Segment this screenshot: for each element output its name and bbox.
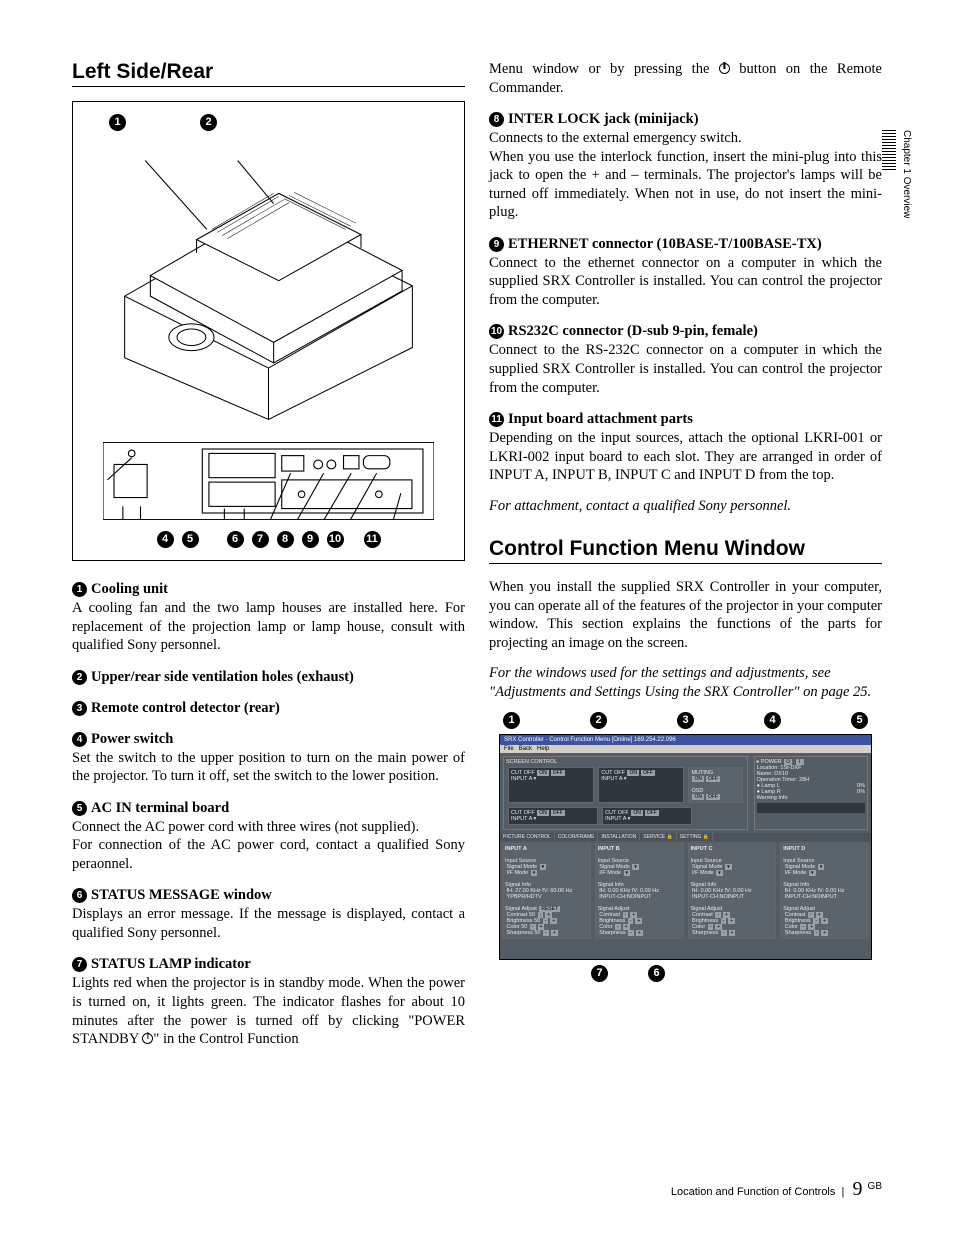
item-9-body: Connect to the ethernet connector on a c…	[489, 254, 882, 310]
shot-callout-4: 4	[764, 712, 781, 729]
item-8-head: 8INTER LOCK jack (minijack)	[489, 111, 882, 128]
continuation-text: Menu window or by pressing the button on…	[489, 60, 882, 97]
item-2-head: 2Upper/rear side ventilation holes (exha…	[72, 669, 465, 686]
item-6-body: Displays an error message. If the messag…	[72, 905, 465, 942]
item-5-body: Connect the AC power cord with three wir…	[72, 818, 465, 837]
power-icon	[142, 1033, 153, 1044]
srx-menubar: File Back Help	[500, 745, 871, 753]
callout-6: 6	[227, 531, 244, 548]
shot-callout-1: 1	[503, 712, 520, 729]
item-4-head: 4Power switch	[72, 731, 465, 748]
control-menu-heading: Control Function Menu Window	[489, 537, 882, 564]
callout-4: 4	[157, 531, 174, 548]
item-5-head: 5AC IN terminal board	[72, 800, 465, 817]
callout-5: 5	[182, 531, 199, 548]
item-7-head: 7STATUS LAMP indicator	[72, 956, 465, 973]
rear-panel-illustration	[103, 442, 434, 520]
page-footer: Location and Function of Controls | 9 GB	[671, 1178, 882, 1201]
item-1-head: 1Cooling unit	[72, 581, 465, 598]
item-7-body: Lights red when the projector is in stan…	[72, 974, 465, 1048]
callout-11: 11	[364, 531, 381, 548]
item-4-body: Set the switch to the upper position to …	[72, 749, 465, 786]
chapter-side-tab: Chapter 1 Overview	[901, 130, 912, 218]
callout-8: 8	[277, 531, 294, 548]
item-10-head: 10RS232C connector (D-sub 9-pin, female)	[489, 323, 882, 340]
attachment-note: For attachment, contact a qualified Sony…	[489, 497, 882, 516]
margin-rule-lines	[882, 130, 896, 172]
item-1-body: A cooling fan and the two lamp houses ar…	[72, 599, 465, 655]
right-column: Menu window or by pressing the button on…	[489, 60, 882, 1049]
shot-callout-3: 3	[677, 712, 694, 729]
projector-diagram: 1 2	[72, 101, 465, 561]
callout-1: 1	[109, 114, 126, 131]
srx-input-panels: INPUT A Input Source Signal Mode ▾ I/F M…	[500, 841, 871, 941]
item-9-head: 9ETHERNET connector (10BASE-T/100BASE-TX…	[489, 236, 882, 253]
callout-7: 7	[252, 531, 269, 548]
left-column: Left Side/Rear 1 2	[72, 60, 465, 1049]
item-11-body: Depending on the input sources, attach t…	[489, 429, 882, 485]
shot-callout-6: 6	[648, 965, 665, 982]
srx-window: SRX Controller - Control Function Menu […	[499, 734, 872, 960]
left-side-rear-heading: Left Side/Rear	[72, 60, 465, 87]
item-11-head: 11Input board attachment parts	[489, 411, 882, 428]
item-6-head: 6STATUS MESSAGE window	[72, 887, 465, 904]
item-8-body2: When you use the interlock function, ins…	[489, 148, 882, 222]
shot-callout-5: 5	[851, 712, 868, 729]
item-3-head: 3Remote control detector (rear)	[72, 700, 465, 717]
projector-illustration	[93, 142, 444, 440]
srx-tabbar: PICTURE CONTROL COLOR/FRAME INSTALLATION…	[500, 833, 871, 841]
srx-screenshot: 1 2 3 4 5 SRX Controller - Control Funct…	[499, 712, 872, 982]
shot-callout-2: 2	[590, 712, 607, 729]
control-menu-note: For the windows used for the settings an…	[489, 664, 882, 701]
callout-9: 9	[302, 531, 319, 548]
shot-callout-7: 7	[591, 965, 608, 982]
item-8-body: Connects to the external emergency switc…	[489, 129, 882, 148]
power-info-section: ▸ POWER ⏻ I Location: 1St-DXF Name: DX10…	[754, 756, 868, 830]
power-icon	[719, 63, 730, 74]
item-10-body: Connect to the RS-232C connector on a co…	[489, 341, 882, 397]
screen-control-section: SCREEN CONTROL CUT OFF ONOFF INPUT A ▾ C…	[503, 756, 748, 830]
control-menu-body: When you install the supplied SRX Contro…	[489, 578, 882, 652]
srx-titlebar: SRX Controller - Control Function Menu […	[500, 735, 871, 745]
callout-2: 2	[200, 114, 217, 131]
callout-10: 10	[327, 531, 344, 548]
item-5-body2: For connection of the AC power cord, con…	[72, 836, 465, 873]
